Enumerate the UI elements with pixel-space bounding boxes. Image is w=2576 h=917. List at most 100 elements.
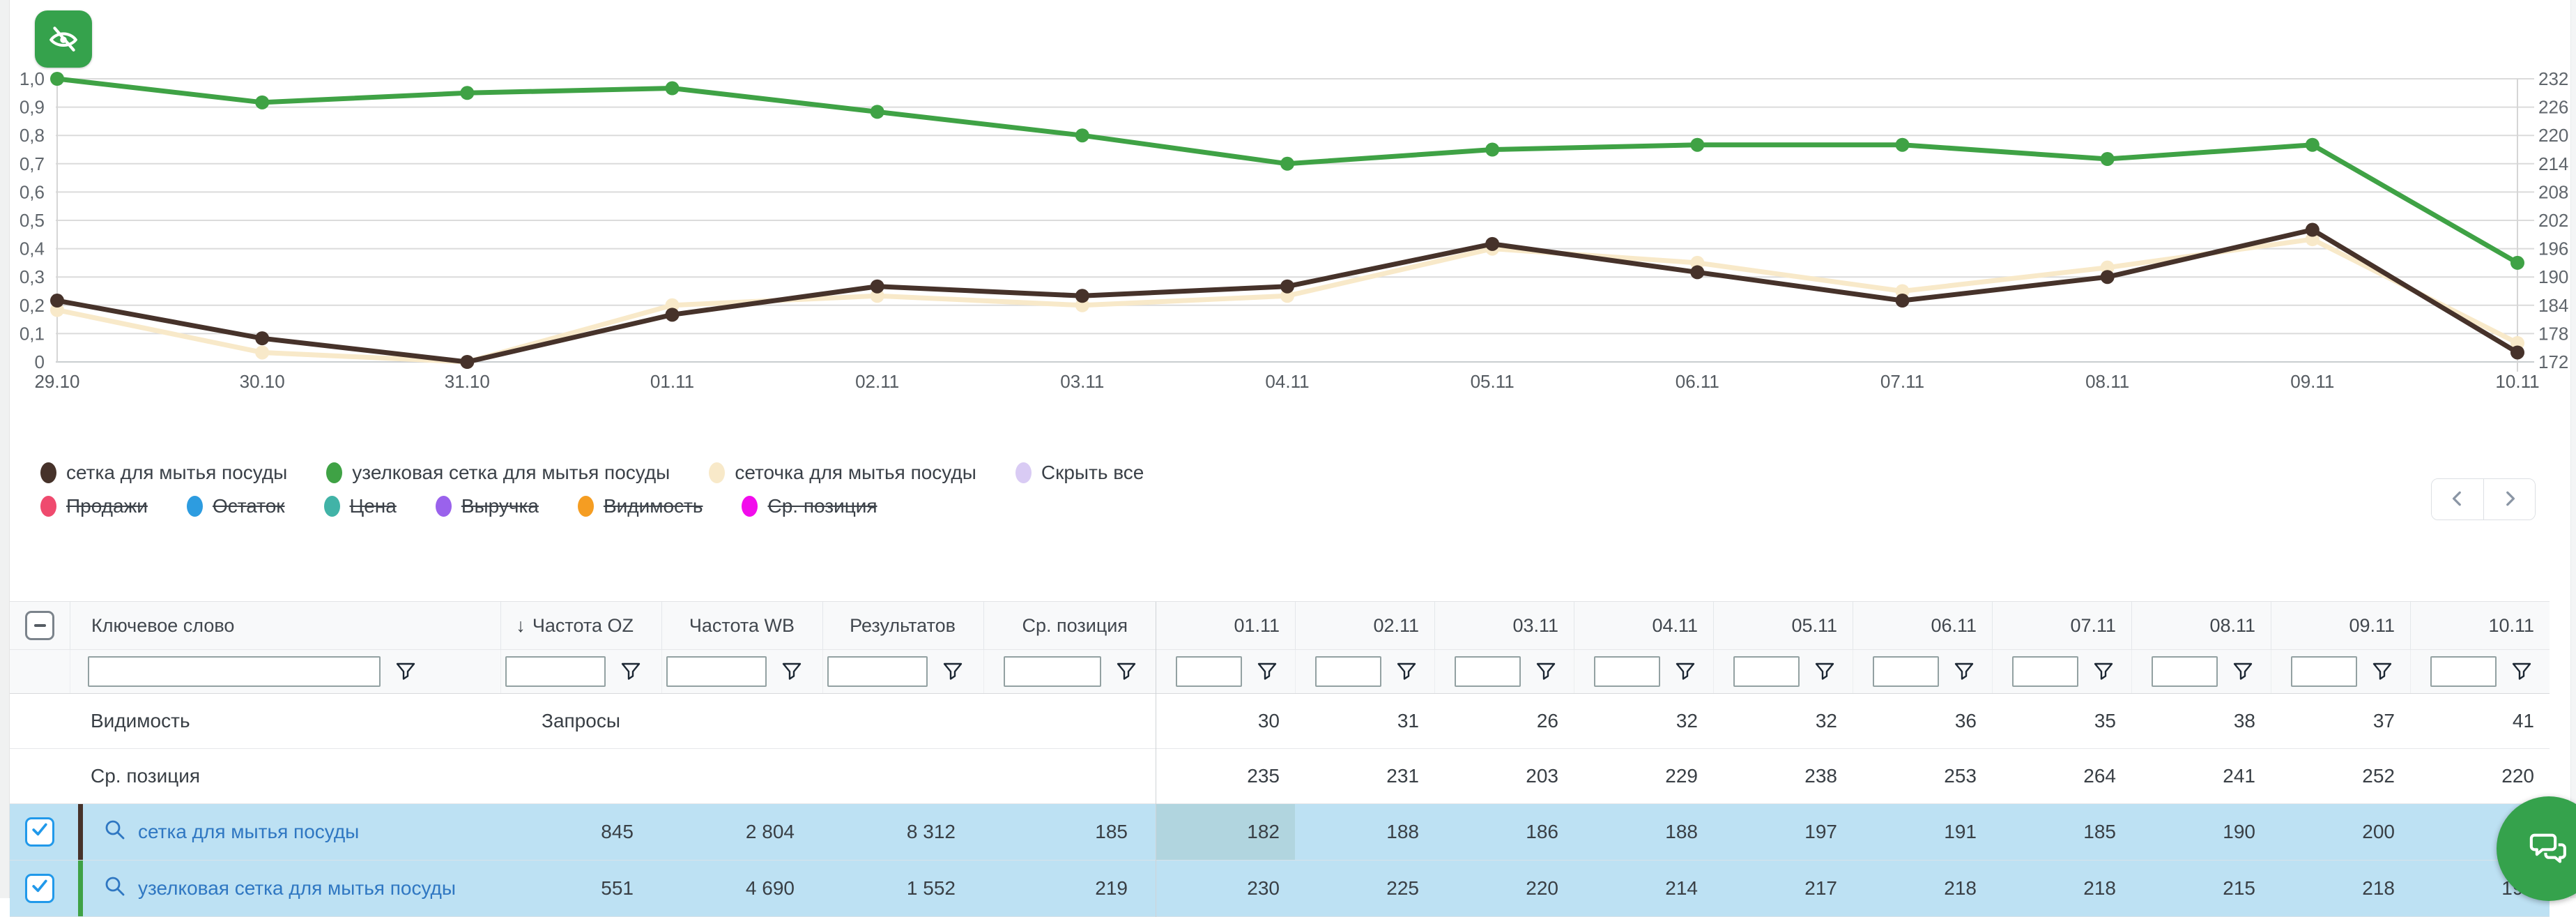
legend-metric-item[interactable]: Продажи — [40, 495, 148, 517]
data-point[interactable] — [1895, 137, 1910, 152]
legend-metric-item[interactable]: Выручка — [435, 495, 539, 517]
column-header-date[interactable]: 02.11 — [1295, 602, 1434, 649]
funnel-icon[interactable] — [1815, 662, 1834, 681]
funnel-icon[interactable] — [1397, 662, 1416, 681]
row-checkbox[interactable] — [25, 874, 54, 903]
legend-series-item[interactable]: сетка для мытья посуды — [40, 462, 287, 484]
positions-line-chart: 1,0 0,9 0,8 0,7 0,6 0,5 0,4 0,3 0,2 0,1 0 232 226 220… — [20, 68, 2569, 392]
row-checkbox[interactable] — [25, 817, 54, 847]
funnel-icon[interactable] — [943, 662, 963, 681]
left-axis-tick-label: 0,8 — [20, 125, 45, 146]
column-header-date[interactable]: 04.11 — [1574, 602, 1713, 649]
funnel-icon[interactable] — [1536, 662, 1556, 681]
data-point[interactable] — [665, 308, 680, 322]
date-filter-input[interactable] — [1594, 656, 1660, 687]
funnel-icon[interactable] — [1117, 662, 1136, 681]
funnel-icon[interactable] — [2094, 662, 2113, 681]
legend-series-item[interactable]: Скрыть все — [1015, 462, 1144, 484]
vertical-scrollbar[interactable] — [2570, 0, 2576, 898]
date-filter-input[interactable] — [1176, 656, 1242, 687]
funnel-icon[interactable] — [1257, 662, 1277, 681]
date-filter-input[interactable] — [2430, 656, 2497, 687]
legend-metric-item[interactable]: Остаток — [186, 495, 285, 517]
funnel-icon[interactable] — [2372, 662, 2392, 681]
date-filter-input[interactable] — [2012, 656, 2078, 687]
data-point[interactable] — [1485, 236, 1500, 251]
data-point[interactable] — [460, 355, 475, 369]
data-point[interactable] — [255, 95, 270, 109]
legend-series-row: сетка для мытья посуды узелковая сетка дл… — [40, 462, 1144, 484]
select-all-checkbox[interactable] — [25, 611, 54, 640]
column-header-date[interactable]: 03.11 — [1434, 602, 1574, 649]
data-point[interactable] — [1690, 137, 1705, 152]
data-point[interactable] — [1690, 265, 1705, 280]
legend-series-item[interactable]: узелковая сетка для мытья посуды — [326, 462, 670, 484]
data-point[interactable] — [2100, 152, 2115, 167]
funnel-icon[interactable] — [1954, 662, 1974, 681]
data-point[interactable] — [870, 105, 884, 119]
data-point[interactable] — [460, 86, 475, 100]
toggle-chart-points-button[interactable] — [35, 10, 92, 68]
data-point[interactable] — [50, 72, 64, 86]
keyword-cell[interactable]: узелковая сетка для мытья посуды — [70, 861, 500, 916]
date-filter-input[interactable] — [1455, 656, 1521, 687]
date-filter-input[interactable] — [1733, 656, 1800, 687]
results-filter-input[interactable] — [827, 656, 928, 687]
column-header-date[interactable]: 06.11 — [1853, 602, 1992, 649]
column-header-date[interactable]: 01.11 — [1156, 602, 1295, 649]
column-header-freq-oz[interactable]: ↓ Частота OZ — [500, 602, 661, 649]
column-header-date[interactable]: 09.11 — [2271, 602, 2410, 649]
left-axis-tick-label: 0,4 — [20, 238, 45, 259]
avg-position-filter-input[interactable] — [1004, 656, 1101, 687]
position-value: 215 — [2223, 877, 2255, 899]
data-point[interactable] — [255, 331, 270, 346]
data-point[interactable] — [2510, 345, 2524, 360]
data-point[interactable] — [50, 294, 64, 308]
legend-series-item[interactable]: сеточка для мытья посуды — [709, 462, 976, 484]
data-point[interactable] — [2510, 255, 2524, 270]
data-point[interactable] — [1485, 142, 1500, 157]
legend-metric-item[interactable]: Ср. позиция — [742, 495, 877, 517]
position-value: 188 — [1665, 821, 1698, 842]
funnel-icon[interactable] — [621, 662, 641, 681]
date-filter-input[interactable] — [2152, 656, 2218, 687]
date-filter-input[interactable] — [1873, 656, 1939, 687]
funnel-icon[interactable] — [1676, 662, 1695, 681]
date-filter-input[interactable] — [2291, 656, 2357, 687]
chat-button[interactable] — [2497, 796, 2576, 901]
legend-metric-item[interactable]: Цена — [323, 495, 397, 517]
summary-value: 31 — [1397, 710, 1419, 732]
column-header-date[interactable]: 07.11 — [1992, 602, 2131, 649]
column-header-date[interactable]: 05.11 — [1713, 602, 1853, 649]
data-point[interactable] — [1075, 289, 1089, 303]
data-point[interactable] — [2305, 222, 2320, 237]
funnel-icon[interactable] — [396, 662, 415, 681]
prev-page-button[interactable] — [2432, 479, 2483, 520]
column-header-keyword[interactable]: Ключевое слово — [70, 602, 500, 649]
next-page-button[interactable] — [2483, 479, 2535, 520]
freq-wb-filter-input[interactable] — [666, 656, 767, 687]
data-point[interactable] — [2100, 270, 2115, 285]
data-point[interactable] — [255, 345, 270, 360]
column-header-freq-wb[interactable]: Частота WB — [661, 602, 822, 649]
keyword-filter-input[interactable] — [88, 656, 381, 687]
data-point[interactable] — [1280, 279, 1294, 294]
column-header-results[interactable]: Результатов — [822, 602, 983, 649]
freq-oz-filter-input[interactable] — [505, 656, 606, 687]
data-point[interactable] — [2305, 137, 2320, 152]
data-point[interactable] — [870, 279, 884, 294]
data-point[interactable] — [1075, 128, 1089, 143]
keyword-cell[interactable]: сетка для мытья посуды — [70, 804, 500, 860]
data-point[interactable] — [1895, 294, 1910, 308]
funnel-icon[interactable] — [2233, 662, 2253, 681]
data-point[interactable] — [1280, 156, 1294, 171]
funnel-icon[interactable] — [782, 662, 802, 681]
date-filter-input[interactable] — [1315, 656, 1381, 687]
column-header-date[interactable]: 10.11 — [2410, 602, 2550, 649]
position-value-cell: 191 — [1853, 804, 1992, 860]
data-point[interactable] — [665, 81, 680, 96]
column-header-avg-position[interactable]: Ср. позиция — [983, 602, 1156, 649]
column-header-date[interactable]: 08.11 — [2131, 602, 2271, 649]
legend-metric-item[interactable]: Видимость — [577, 495, 703, 517]
funnel-icon[interactable] — [2512, 662, 2531, 681]
